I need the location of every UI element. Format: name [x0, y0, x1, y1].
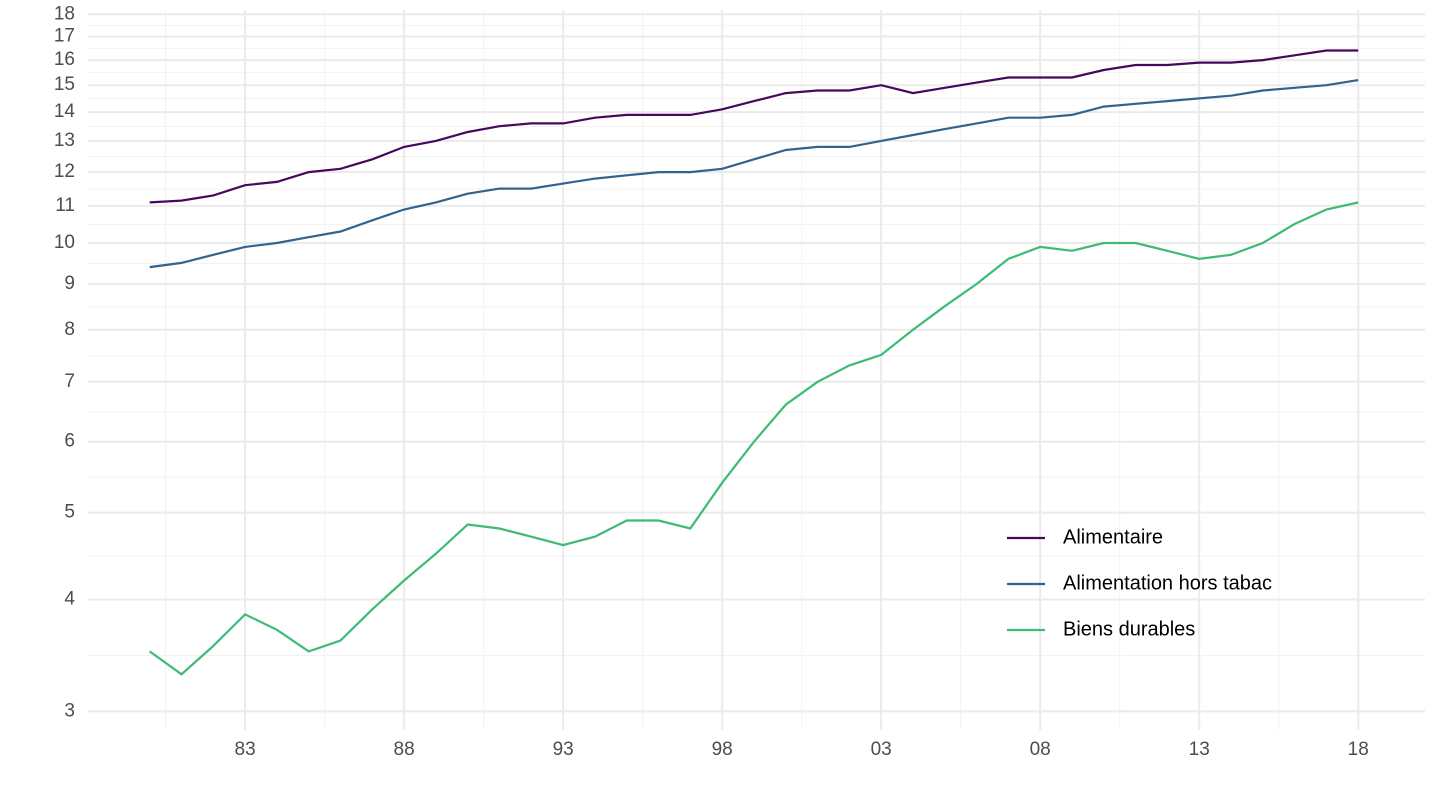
- series-line: [149, 49, 1359, 204]
- y-tick-label: 10: [54, 232, 75, 253]
- x-tick-label: 03: [871, 739, 892, 760]
- x-tick-label: 93: [553, 739, 574, 760]
- series-line: [149, 79, 1359, 269]
- y-tick-label: 15: [54, 74, 75, 95]
- x-tick-label: 13: [1189, 739, 1210, 760]
- series-line: [149, 201, 1359, 676]
- y-tick-label: 9: [64, 273, 75, 294]
- y-tick-label: 16: [54, 49, 75, 70]
- y-tick-label: 11: [55, 195, 75, 216]
- y-tick-label: 7: [64, 371, 75, 392]
- x-tick-label: 98: [712, 739, 733, 760]
- legend-label: Alimentation hors tabac: [1063, 572, 1272, 594]
- y-tick-label: 3: [64, 700, 75, 721]
- y-tick-label: 6: [64, 431, 75, 452]
- x-tick-label: 88: [394, 739, 415, 760]
- x-tick-label: 08: [1030, 739, 1051, 760]
- x-tick-label: 83: [235, 739, 256, 760]
- y-tick-label: 4: [64, 588, 75, 609]
- x-tick-label: 18: [1348, 739, 1369, 760]
- y-tick-label: 5: [64, 502, 75, 523]
- y-tick-label: 17: [54, 26, 75, 47]
- legend-label: Biens durables: [1063, 618, 1195, 640]
- legend-label: Alimentaire: [1063, 526, 1163, 548]
- y-tick-label: 8: [64, 319, 75, 340]
- y-tick-label: 18: [54, 3, 75, 24]
- y-tick-label: 13: [54, 130, 75, 151]
- y-tick-label: 12: [54, 161, 75, 182]
- y-tick-label: 14: [54, 101, 76, 122]
